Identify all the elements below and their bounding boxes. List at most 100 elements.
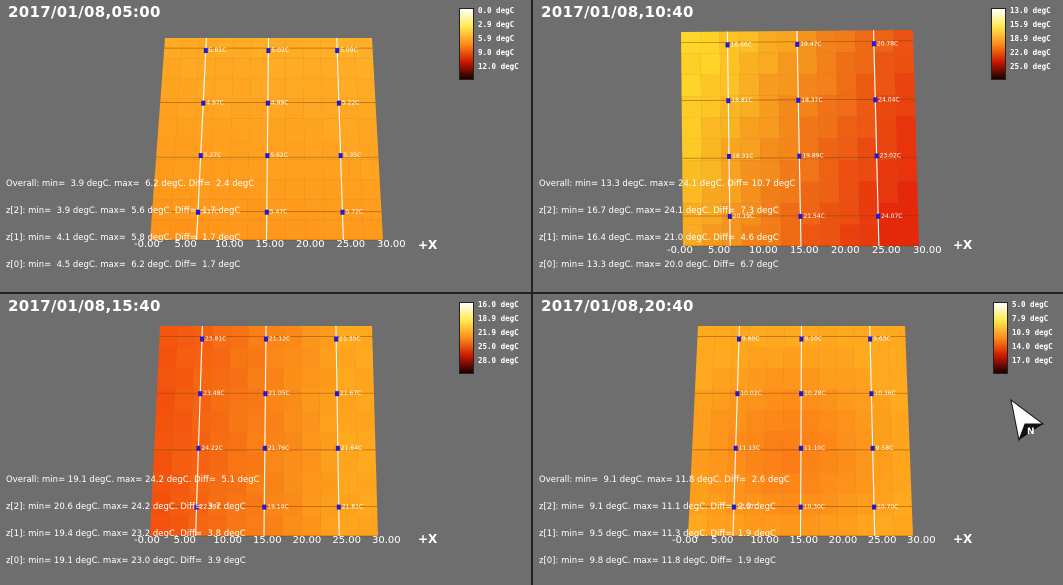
sensor-label: 19.89C (802, 153, 823, 160)
sensor-string (796, 30, 802, 247)
sensor-label: 5.72C (345, 209, 363, 216)
heatmap-cell (178, 78, 198, 99)
heatmap-plot: 16.66C 19.47C 20.78C 18.81C 18.37C 24.04C 18.3… (667, 30, 942, 256)
heatmap-cell (877, 138, 898, 160)
sensor-marker (266, 48, 271, 54)
x-tick-label: 10.00 (749, 245, 778, 256)
heatmap-cell (155, 410, 175, 431)
heatmap-cell (208, 473, 228, 494)
heatmap-cell (250, 78, 269, 99)
heatmap-cell (781, 515, 801, 536)
stats-z2: z[2]: min= 9.1 degC. max= 11.1 degC. Dif… (539, 502, 776, 512)
heatmap-cell (779, 160, 800, 182)
sensor-label: 19.14C (267, 504, 288, 511)
heatmap-cell (267, 139, 286, 160)
heatmap-cell (759, 74, 779, 96)
heatmap-cell (760, 160, 781, 182)
heatmap-cell (193, 368, 212, 389)
heatmap-cell (211, 368, 230, 389)
sensor-marker (876, 213, 881, 219)
legend-label: 7.9 degC (1012, 314, 1049, 323)
sensor-marker (873, 97, 878, 103)
heatmap-cell (799, 138, 819, 160)
heatmap-cell (820, 224, 841, 246)
heatmap-cell (283, 431, 302, 452)
heatmap-cell (247, 179, 268, 200)
sensor-marker (798, 504, 803, 510)
heatmap-cell (249, 118, 268, 139)
stats-z0: z[0]: min= 19.1 degC. max= 23.0 degC. Di… (6, 556, 246, 566)
heatmap-cell (747, 389, 766, 410)
heatmap-cell (322, 159, 343, 180)
heatmap-cell (339, 494, 359, 515)
heatmap-cell (174, 139, 195, 160)
heatmap-cell (817, 95, 838, 117)
sensor-marker (203, 48, 208, 54)
heatmap-cell (319, 368, 338, 389)
sensor-marker (195, 209, 200, 215)
sensor-label: 5.37C (201, 209, 219, 216)
heatmap-cell (721, 181, 742, 204)
heatmap-cell (855, 431, 874, 452)
sensor-label: 23.02C (880, 152, 901, 159)
heatmap-cell (264, 494, 284, 515)
x-tick-label: 10.00 (215, 239, 244, 250)
heatmap-cell (227, 431, 247, 452)
sensor-marker (733, 445, 738, 451)
legend-label: 25.0 degC (1010, 62, 1051, 71)
heatmap-cell (890, 410, 909, 431)
heatmap-cell (356, 78, 376, 99)
heatmap-cell (783, 410, 802, 431)
heatmap-cell (694, 389, 713, 410)
heatmap-cell (154, 159, 175, 180)
heatmap-cell (765, 368, 784, 389)
panel-timestamp: 2017/01/08,15:40 (8, 297, 161, 315)
sensor-label: 10.70C (877, 504, 898, 511)
heatmap-cell (359, 139, 379, 160)
panel-timestamp: 2017/01/08,05:00 (8, 3, 161, 21)
heatmap-cell (682, 181, 703, 204)
heatmap-cell (341, 159, 361, 180)
heatmap-cell (157, 118, 178, 139)
heatmap-cell (783, 368, 802, 389)
heatmap-cell (246, 410, 266, 431)
heatmap-cell (321, 78, 340, 99)
heatmap-cell (766, 347, 784, 368)
heatmap-cell (301, 473, 321, 494)
heatmap-cell (283, 410, 302, 431)
heatmap-cell (228, 199, 248, 220)
x-tick-label: 20.00 (296, 239, 325, 250)
heatmap-cell (739, 95, 760, 118)
heatmap-cell (192, 389, 212, 410)
heatmap-cell (175, 368, 194, 389)
heatmap-cell (688, 515, 708, 536)
heatmap-cell (171, 452, 191, 473)
x-tick-label: 25.00 (337, 239, 366, 250)
sensor-string (195, 325, 203, 537)
heatmap-cell (856, 73, 876, 96)
sensor-marker (194, 504, 199, 510)
heatmap-cell (801, 410, 819, 431)
sensor-marker (874, 153, 879, 159)
heatmap-cell (837, 494, 857, 515)
heatmap-cell (745, 452, 765, 473)
legend-label: 10.9 degC (1012, 328, 1053, 337)
heatmap-cell (246, 431, 265, 452)
x-tick-label: 10.00 (213, 535, 242, 546)
x-axis-label: +X (953, 532, 973, 546)
heatmap-cell (246, 452, 265, 473)
heatmap-cell (169, 219, 190, 240)
heatmap-cell (301, 410, 320, 431)
heatmap-cell (207, 515, 227, 536)
heatmap-cell (301, 494, 321, 515)
compass-letter: N (1027, 427, 1035, 437)
heatmap-cell (209, 199, 229, 220)
heatmap-cell (763, 494, 783, 515)
heatmap-cell (321, 98, 341, 119)
heatmap-cell (800, 202, 821, 225)
heatmap-cell (320, 494, 340, 515)
heatmap-cell (696, 347, 715, 368)
heatmap-cell (707, 494, 727, 515)
heatmap-cell (856, 95, 877, 117)
sensor-label: 21.76C (268, 445, 289, 452)
